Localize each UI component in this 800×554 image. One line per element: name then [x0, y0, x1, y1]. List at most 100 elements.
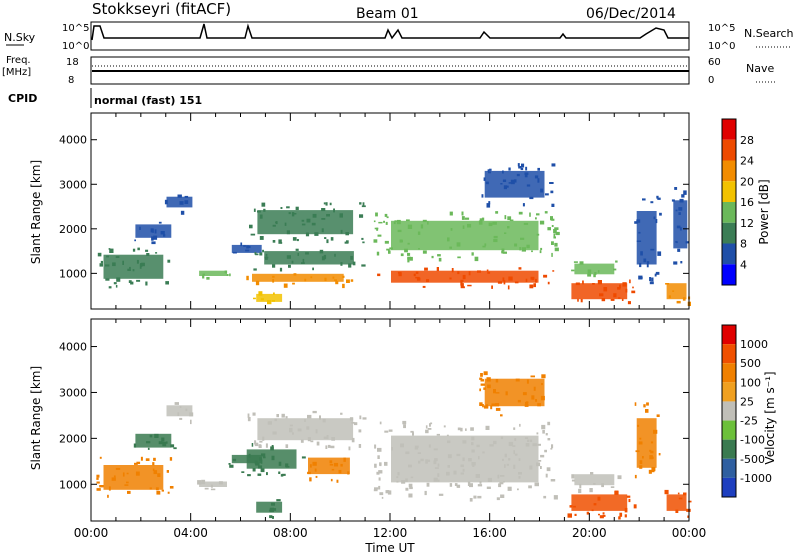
heatmap-cell	[285, 416, 288, 419]
heatmap-cell	[539, 250, 542, 254]
heatmap-cell	[281, 473, 286, 476]
time-tick-label: 08:00	[273, 526, 308, 540]
heatmap-cell	[145, 249, 149, 252]
heatmap-cell	[267, 300, 272, 305]
velocity-colorbar-tick: -25	[740, 415, 758, 428]
heatmap-cell	[386, 248, 390, 251]
velocity-colorbar-tick: -100	[740, 434, 765, 447]
heatmap-cell	[247, 417, 251, 422]
power-colorbar-tick: 16	[740, 196, 754, 209]
heatmap-cell	[330, 237, 334, 241]
heatmap-cell	[258, 444, 262, 448]
velocity-y-axis: 1000 2000 3000 4000	[59, 341, 689, 491]
heatmap-cell	[645, 409, 649, 413]
heatmap-cell	[460, 427, 463, 432]
colorbar-swatch	[722, 139, 736, 161]
time-tick-label: 12:00	[373, 526, 408, 540]
heatmap-cell	[602, 512, 605, 515]
heatmap-cell	[100, 260, 103, 264]
time-axis-labels: 00:00 04:00 08:00 12:00 16:00 20:00 00:00	[74, 526, 707, 540]
heatmap-cell	[539, 220, 545, 225]
heatmap-cell	[544, 211, 548, 214]
heatmap-cell	[567, 513, 572, 518]
heatmap-cell	[550, 190, 554, 194]
heatmap-region-5	[246, 449, 297, 469]
heatmap-cell	[651, 277, 654, 282]
heatmap-cell	[346, 240, 349, 244]
heatmap-cell	[113, 282, 117, 285]
heatmap-cell	[273, 292, 275, 295]
heatmap-cell	[500, 414, 503, 417]
heatmap-cell	[384, 213, 388, 217]
heatmap-cell	[485, 425, 490, 430]
heatmap-cell	[674, 187, 678, 190]
heatmap-cell	[249, 224, 253, 229]
heatmap-cell	[649, 277, 651, 282]
heatmap-cell	[255, 253, 259, 256]
heatmap-cell	[551, 444, 554, 449]
heatmap-cell	[254, 252, 257, 255]
heatmap-cell	[554, 227, 559, 230]
heatmap-cell	[479, 388, 481, 392]
heatmap-region-0	[103, 254, 164, 279]
heatmap-cell	[259, 440, 263, 443]
heatmap-cell	[402, 420, 407, 425]
heatmap-cell	[134, 462, 138, 465]
heatmap-cell	[253, 297, 256, 300]
heatmap-cell	[640, 276, 643, 279]
heatmap-cell	[378, 221, 383, 224]
y-tick-label: 2000	[59, 432, 87, 445]
velocity-colorbar-tick: 1000	[740, 338, 768, 351]
colorbar-swatch	[722, 181, 736, 202]
heatmap-cell	[324, 237, 327, 239]
heatmap-cell	[610, 486, 615, 488]
heatmap-cell	[387, 490, 392, 495]
heatmap-cell	[309, 477, 312, 482]
heatmap-cell	[551, 225, 554, 227]
heatmap-cell	[190, 419, 192, 425]
heatmap-cell	[482, 404, 484, 408]
heatmap-cell	[358, 429, 362, 433]
heatmap-cell	[132, 248, 136, 252]
heatmap-cell	[362, 417, 367, 420]
heatmap-region-13	[636, 418, 657, 468]
heatmap-cell	[384, 240, 389, 244]
heatmap-cell	[426, 482, 430, 487]
heatmap-cell	[619, 512, 623, 517]
heatmap-cell	[352, 261, 356, 266]
velocity-x-axis	[90, 319, 690, 521]
heatmap-cell	[537, 167, 540, 171]
heatmap-cell	[373, 489, 378, 492]
heatmap-region-4	[231, 244, 262, 253]
heatmap-cell	[206, 277, 210, 280]
heatmap-cell	[551, 163, 556, 167]
colorbar-swatch	[722, 363, 736, 383]
heatmap-cell	[295, 206, 299, 211]
heatmap-cell	[134, 239, 136, 242]
heatmap-cell	[461, 216, 465, 220]
heatmap-cell	[404, 248, 408, 253]
heatmap-cell	[305, 232, 310, 237]
heatmap-cell	[288, 264, 291, 268]
colorbar-swatch	[722, 420, 736, 440]
heatmap-cell	[270, 446, 274, 451]
heatmap-region-13	[574, 263, 615, 275]
heatmap-cell	[379, 462, 382, 466]
heatmap-cell	[165, 281, 169, 285]
heatmap-cell	[173, 447, 177, 450]
heatmap-cell	[127, 490, 131, 494]
heatmap-cell	[254, 442, 259, 447]
heatmap-cell	[169, 457, 173, 461]
heatmap-cell	[477, 495, 482, 499]
heatmap-cell	[379, 492, 384, 496]
heatmap-cell	[353, 422, 358, 426]
heatmap-cell	[408, 493, 413, 498]
power-colorbar-tick: 4	[740, 258, 747, 271]
heatmap-region-9	[391, 270, 539, 283]
heatmap-region-15	[666, 283, 687, 300]
heatmap-cell	[374, 463, 377, 468]
heatmap-cell	[96, 474, 100, 478]
heatmap-cell	[348, 263, 352, 268]
heatmap-cell	[105, 278, 110, 281]
heatmap-cell	[361, 264, 366, 267]
